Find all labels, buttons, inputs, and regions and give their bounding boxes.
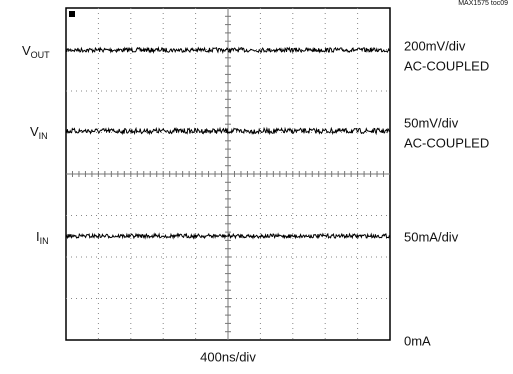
- zero-label: 0mA: [404, 333, 431, 348]
- grid: [66, 8, 390, 340]
- figure-id: MAX1575 toc09: [458, 0, 508, 7]
- channel-scale: 50mA/div: [404, 229, 459, 244]
- trigger-marker: [69, 11, 75, 17]
- channel-scale: 200mV/div: [404, 38, 466, 53]
- channel-label: VIN: [30, 124, 48, 141]
- channel-label: VOUT: [22, 43, 50, 60]
- trace: [65, 232, 390, 240]
- trace: [65, 46, 390, 55]
- channel-scale: 50mV/div: [404, 115, 459, 130]
- traces: [65, 46, 390, 240]
- time-scale: 400ns/div: [200, 349, 256, 364]
- channel-label: IIN: [36, 229, 49, 246]
- channel-coupling: AC-COUPLED: [404, 135, 489, 150]
- trace: [65, 126, 390, 136]
- channel-coupling: AC-COUPLED: [404, 58, 489, 73]
